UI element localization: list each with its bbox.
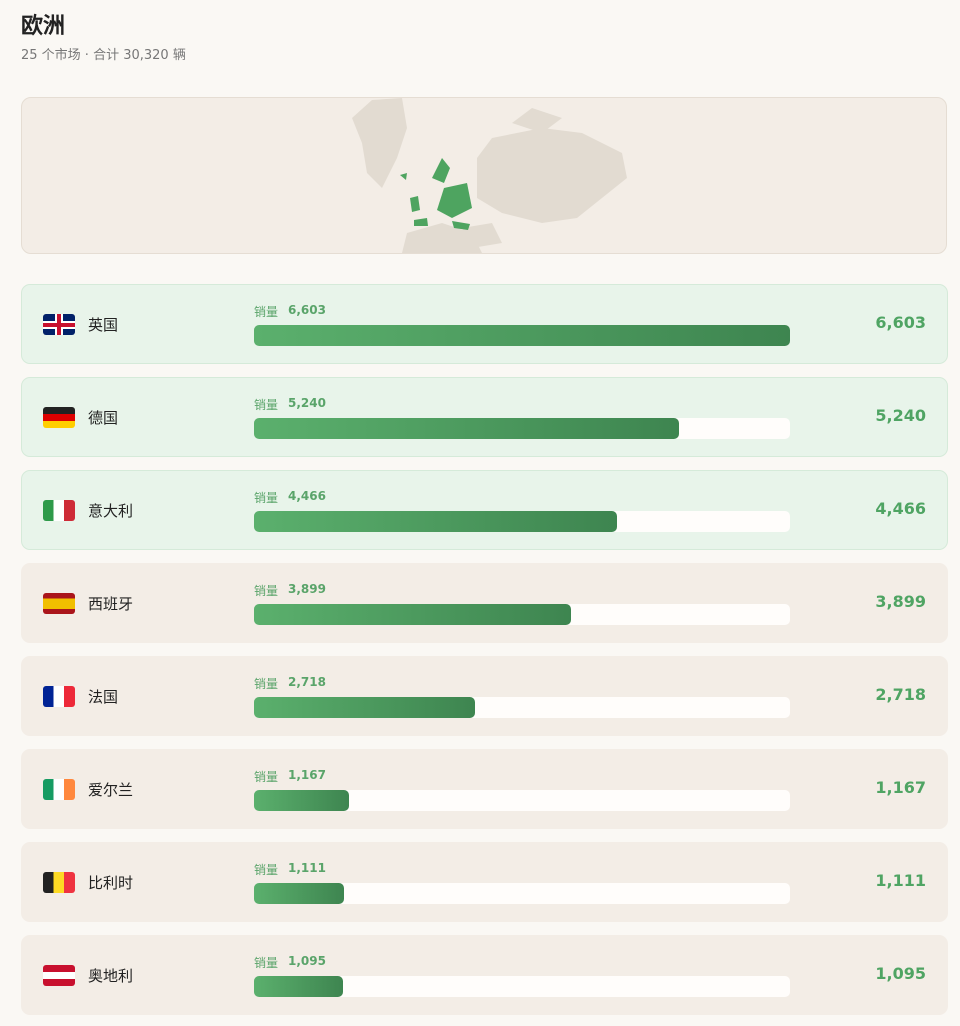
bar <box>254 790 349 811</box>
value: 4,466 <box>875 499 926 518</box>
metric-value: 4,466 <box>288 489 326 503</box>
bar-track <box>254 418 790 439</box>
bar <box>254 883 345 904</box>
metric-label: 销量 <box>254 863 279 877</box>
metric-value: 5,240 <box>288 396 326 410</box>
metric-label: 销量 <box>254 677 279 691</box>
flag <box>43 500 75 521</box>
value: 6,603 <box>875 313 926 332</box>
title: 欧洲 <box>21 14 66 39</box>
country-row: 德国 销量 5,240 5,240 <box>21 377 948 457</box>
value: 3,899 <box>875 592 926 611</box>
metric-value: 1,095 <box>288 954 326 968</box>
bar-track <box>254 604 790 625</box>
country-name: 奥地利 <box>88 967 134 985</box>
metric-label: 销量 <box>254 770 279 784</box>
metric-label: 销量 <box>254 398 279 412</box>
value: 1,095 <box>875 964 926 983</box>
country-name: 德国 <box>88 409 119 427</box>
bar <box>254 976 343 997</box>
bar-track <box>254 883 790 904</box>
metric-label: 销量 <box>254 491 279 505</box>
subtitle: 25 个市场 · 合计 30,320 辆 <box>21 48 186 63</box>
country-name: 爱尔兰 <box>88 781 134 799</box>
metric-label: 销量 <box>254 584 279 598</box>
value: 1,167 <box>875 778 926 797</box>
flag <box>43 314 75 335</box>
value: 1,111 <box>875 871 926 890</box>
bar <box>254 418 680 439</box>
country-row: 意大利 销量 4,466 4,466 <box>21 470 948 550</box>
map-svg <box>352 98 627 253</box>
country-name: 比利时 <box>88 874 134 892</box>
metric-value: 1,167 <box>288 768 326 782</box>
metric-label: 销量 <box>254 956 279 970</box>
bar-track <box>254 511 790 532</box>
bar <box>254 511 617 532</box>
metric-value: 1,111 <box>288 861 326 875</box>
flag <box>43 779 75 800</box>
flag <box>43 593 75 614</box>
bar <box>254 697 475 718</box>
bar-track <box>254 697 790 718</box>
bar-track <box>254 325 790 346</box>
country-row: 西班牙 销量 3,899 3,899 <box>21 563 948 643</box>
bar-track <box>254 790 790 811</box>
bar-track <box>254 976 790 997</box>
value: 5,240 <box>875 406 926 425</box>
country-name: 英国 <box>88 316 119 334</box>
country-name: 意大利 <box>88 502 134 520</box>
bar <box>254 604 571 625</box>
metric-label: 销量 <box>254 305 279 319</box>
flag <box>43 965 75 986</box>
value: 2,718 <box>875 685 926 704</box>
map <box>21 97 947 254</box>
bar <box>254 325 790 346</box>
metric-value: 6,603 <box>288 303 326 317</box>
country-name: 法国 <box>88 688 119 706</box>
country-row: 爱尔兰 销量 1,167 1,167 <box>21 749 948 829</box>
flag <box>43 407 75 428</box>
flag <box>43 686 75 707</box>
country-row: 奥地利 销量 1,095 1,095 <box>21 935 948 1015</box>
country-row: 英国 销量 6,603 6,603 <box>21 284 948 364</box>
metric-value: 2,718 <box>288 675 326 689</box>
flag <box>43 872 75 893</box>
country-name: 西班牙 <box>88 595 134 613</box>
metric-value: 3,899 <box>288 582 326 596</box>
country-row: 法国 销量 2,718 2,718 <box>21 656 948 736</box>
country-row: 比利时 销量 1,111 1,111 <box>21 842 948 922</box>
